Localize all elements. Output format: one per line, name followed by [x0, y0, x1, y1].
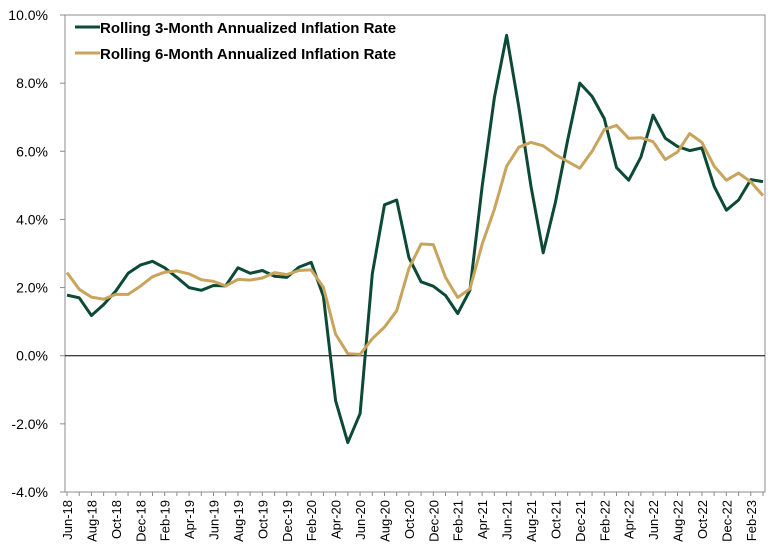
x-tick-label: Oct-19 [255, 500, 270, 539]
y-tick-label: 8.0% [16, 75, 48, 91]
y-tick-label: 10.0% [8, 7, 48, 23]
x-tick-label: Feb-22 [597, 500, 612, 541]
x-tick-label: Feb-23 [744, 500, 759, 541]
x-tick-label: Aug-21 [524, 500, 539, 542]
x-tick-label: Apr-20 [329, 500, 344, 539]
y-tick-label: 0.0% [16, 348, 48, 364]
x-tick-label: Dec-18 [133, 500, 148, 542]
x-tick-label: Aug-19 [231, 500, 246, 542]
x-tick-label: Dec-20 [426, 500, 441, 542]
x-tick-label: Feb-19 [158, 500, 173, 541]
x-tick-label: Oct-20 [402, 500, 417, 539]
y-tick-label: -2.0% [11, 416, 48, 432]
x-tick-label: Dec-22 [719, 500, 734, 542]
x-tick-label: Aug-18 [84, 500, 99, 542]
x-tick-label: Dec-19 [280, 500, 295, 542]
legend-label: Rolling 3-Month Annualized Inflation Rat… [100, 20, 396, 37]
y-tick-label: 6.0% [16, 143, 48, 159]
x-tick-label: Aug-20 [377, 500, 392, 542]
x-tick-label: Oct-21 [548, 500, 563, 539]
x-tick-label: Feb-20 [304, 500, 319, 541]
x-tick-label: Jun-22 [646, 500, 661, 540]
series-line-rolling-3-month [66, 33, 764, 445]
y-axis-ticks: 10.0% 8.0% 6.0% 4.0% 2.0% 0.0% -2.0% -4.0% [8, 7, 65, 500]
x-tick-label: Jun-21 [500, 500, 515, 540]
x-tick-label: Dec-21 [573, 500, 588, 542]
x-tick-label: Oct-18 [109, 500, 124, 539]
x-tick-label: Apr-21 [475, 500, 490, 539]
y-tick-label: 2.0% [16, 280, 48, 296]
x-tick-label: Jun-18 [60, 500, 75, 540]
series-lines [65, 33, 765, 445]
x-tick-label: Apr-22 [622, 500, 637, 539]
legend-label: Rolling 6-Month Annualized Inflation Rat… [100, 46, 396, 63]
y-tick-label: 4.0% [16, 211, 48, 227]
x-tick-label: Jun-20 [353, 500, 368, 540]
x-tick-label: Apr-19 [182, 500, 197, 539]
x-tick-label: Aug-22 [671, 500, 686, 542]
plot-area [64, 14, 766, 493]
x-tick-label: Oct-22 [695, 500, 710, 539]
x-tick-label: Jun-19 [207, 500, 222, 540]
x-tick-label: Feb-21 [451, 500, 466, 541]
plot-border [64, 14, 766, 493]
x-axis-ticks: Jun-18 Aug-18 Oct-18 Dec-18 Feb-19 Apr-19 Jun-… [60, 492, 764, 542]
series-line-rolling-6-month [65, 123, 765, 356]
legend: Rolling 3-Month Annualized Inflation Rat… [75, 20, 396, 63]
y-tick-label: -4.0% [11, 484, 48, 500]
